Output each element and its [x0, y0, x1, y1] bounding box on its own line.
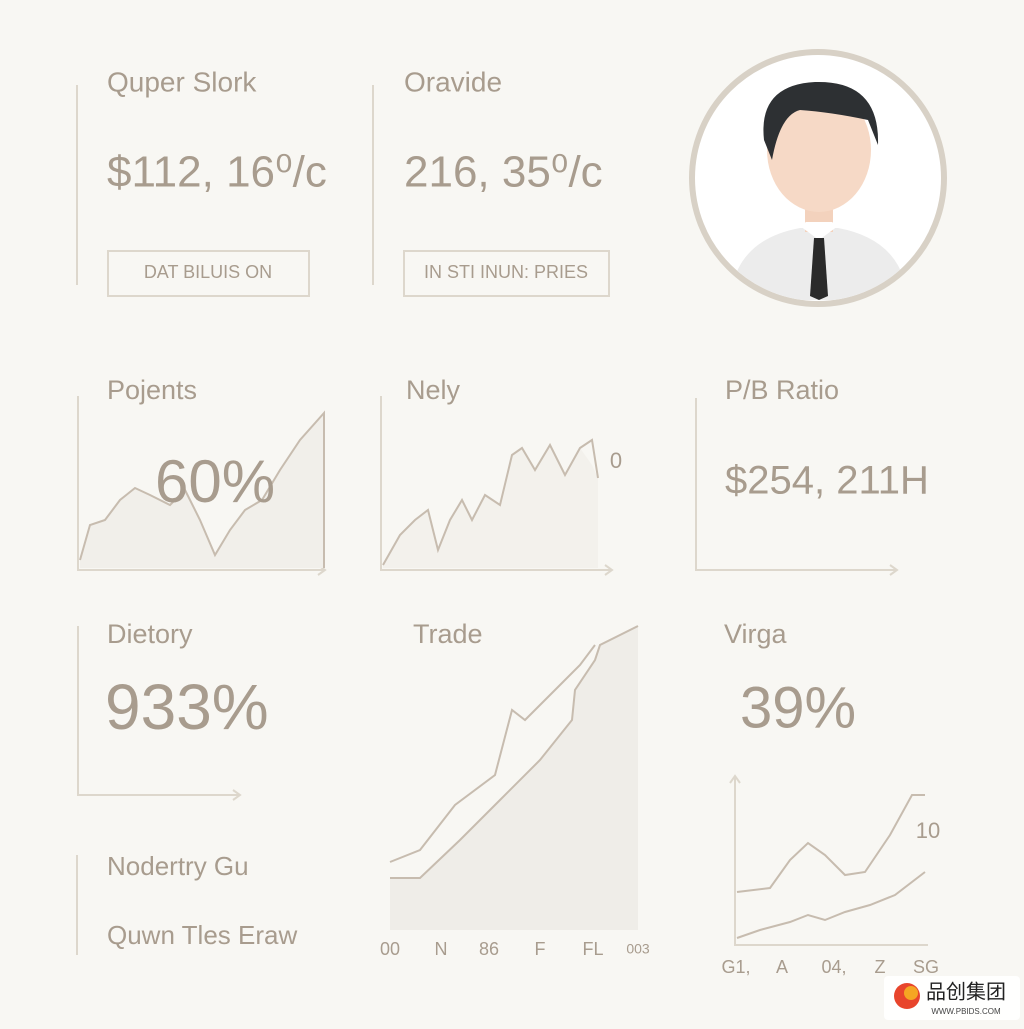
button[interactable] — [107, 250, 310, 297]
metric-note: 10 — [916, 818, 940, 843]
metric-value: 60% — [155, 448, 275, 515]
axis — [729, 774, 928, 946]
area — [80, 413, 324, 568]
x-label: 04, — [821, 957, 846, 977]
sparkline — [390, 625, 639, 879]
button-label[interactable]: IN STI INUN: PRIES — [424, 262, 588, 282]
x-label: N — [435, 939, 448, 959]
avatar — [689, 49, 947, 307]
sparkline — [389, 644, 596, 863]
footer-text: Quwn Tles Eraw — [107, 920, 297, 950]
sparkline — [79, 410, 325, 568]
card-value: $112, 16⁰/c — [107, 148, 327, 197]
x-label: 00 — [380, 939, 400, 959]
x-label: G1, — [721, 957, 750, 977]
metric-title: Pojents — [107, 375, 197, 405]
watermark-url: WWW.PBIDS.COM — [931, 1007, 1001, 1016]
axis — [77, 626, 242, 801]
metric-title: Trade — [413, 619, 483, 649]
axis — [695, 398, 899, 576]
x-label: 86 — [479, 939, 499, 959]
sparkline — [382, 438, 599, 566]
footer-text: Nodertry Gu — [107, 851, 249, 881]
x-label: A — [776, 957, 788, 977]
metric-value: 933% — [105, 671, 269, 743]
card-title: Oravide — [404, 66, 502, 97]
button-label[interactable]: DAT BILUIS ON — [144, 262, 272, 282]
sparkline — [736, 794, 925, 893]
metric-title: Virga — [724, 619, 788, 649]
card-value: 216, 35⁰/c — [404, 148, 603, 197]
x-label: F — [535, 939, 546, 959]
x-label: Z — [875, 957, 886, 977]
sparkline — [736, 871, 926, 939]
metric-title: P/B Ratio — [725, 375, 839, 405]
x-label: 003 — [626, 941, 650, 957]
watermark: 品创集团 WWW.PBIDS.COM — [884, 976, 1020, 1020]
x-label: FL — [582, 939, 603, 959]
x-label: SG — [913, 957, 939, 977]
watermark-brand: 品创集团 — [926, 980, 1006, 1003]
metric-value: 39% — [740, 675, 856, 740]
card-title: Quper Slork — [107, 66, 257, 97]
area — [383, 445, 598, 568]
axis — [380, 396, 614, 576]
metric-note: 0 — [610, 448, 622, 473]
metric-title: Dietory — [107, 619, 193, 649]
area — [390, 626, 638, 930]
button[interactable] — [403, 250, 610, 297]
metric-title: Nely — [406, 375, 461, 405]
metric-value: $254, 211H — [725, 459, 929, 503]
